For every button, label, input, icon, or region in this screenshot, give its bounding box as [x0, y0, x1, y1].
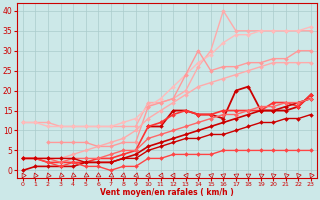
X-axis label: Vent moyen/en rafales ( km/h ): Vent moyen/en rafales ( km/h ): [100, 188, 234, 197]
